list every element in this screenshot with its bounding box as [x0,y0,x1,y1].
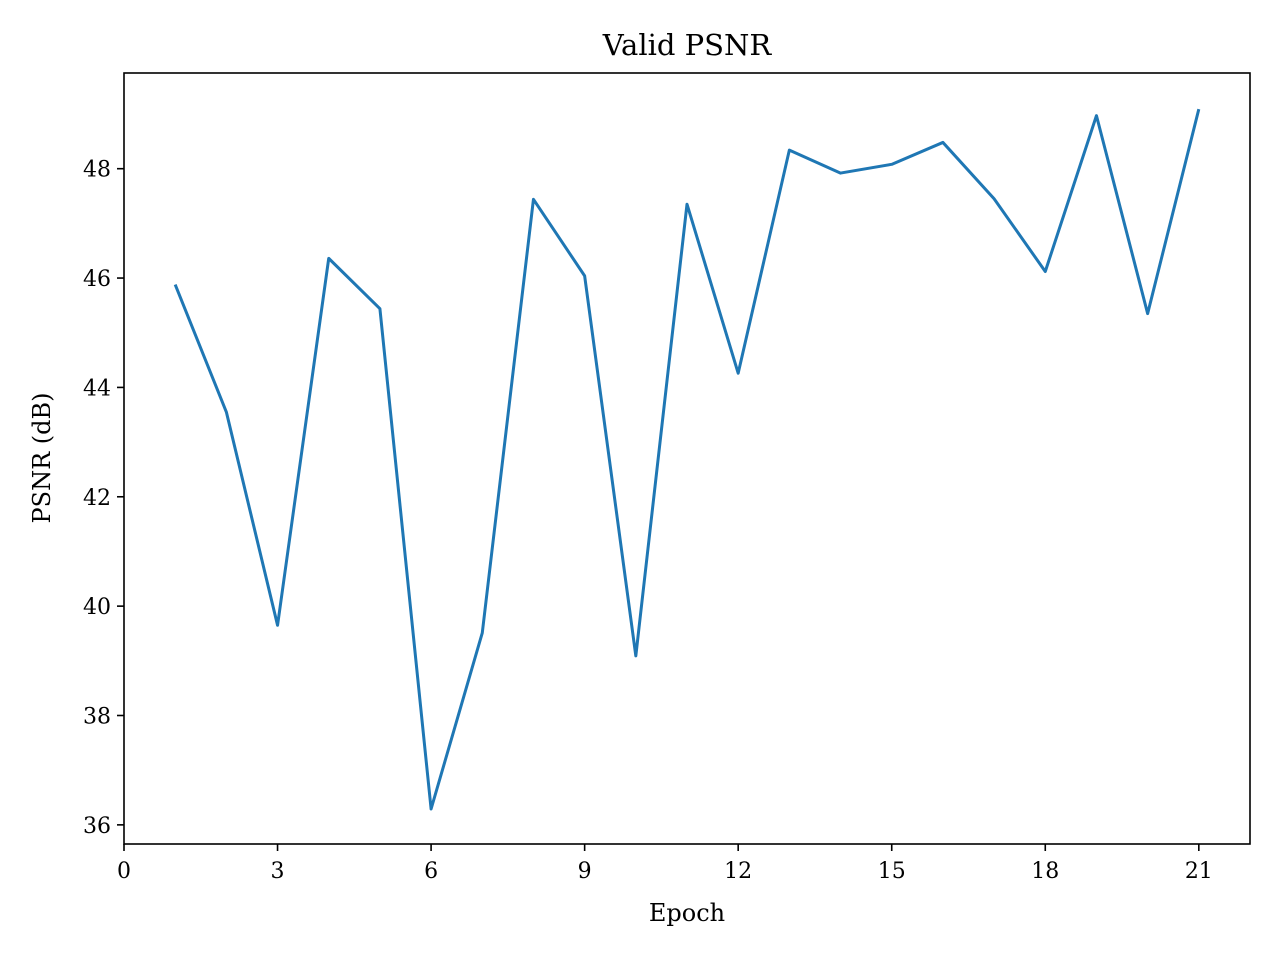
y-tick-label: 36 [83,814,111,839]
y-tick-label: 40 [83,595,111,620]
x-tick-label: 12 [724,859,752,884]
y-tick-label: 42 [83,486,111,511]
x-axis-label: Epoch [649,899,725,927]
y-axis-ticks: 36 38 40 42 44 46 48 [83,158,124,839]
x-tick-label: 3 [271,859,285,884]
y-axis-label: PSNR (dB) [28,392,56,523]
x-tick-label: 9 [578,859,592,884]
axes-frame [123,72,1251,845]
x-tick-label: 18 [1031,859,1059,884]
y-tick-label: 48 [83,158,111,183]
x-tick-label: 15 [878,859,906,884]
chart-title: Valid PSNR [602,28,773,62]
x-tick-label: 0 [117,859,131,884]
x-tick-label: 6 [424,859,438,884]
y-tick-label: 46 [83,267,111,292]
plot-area [173,108,1201,811]
x-tick-label: 21 [1185,859,1213,884]
series-line [173,108,1201,811]
x-axis-ticks: 0 3 6 9 12 15 18 21 [117,844,1213,884]
y-tick-label: 38 [83,705,111,730]
y-tick-label: 44 [83,376,111,401]
